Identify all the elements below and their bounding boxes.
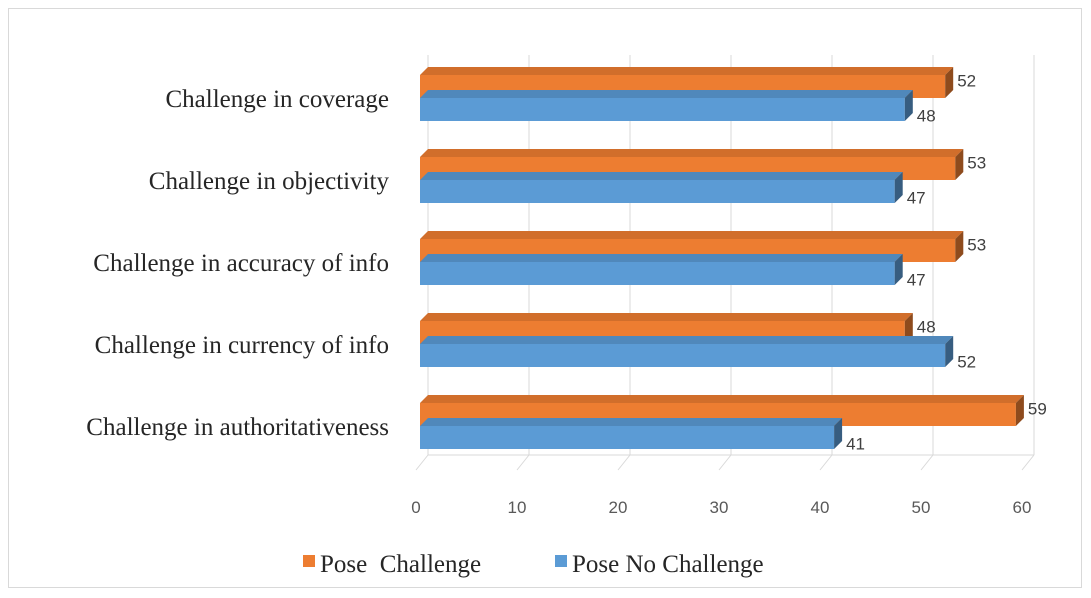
bar-side-face xyxy=(894,172,903,203)
category-label: Challenge in authoritativeness xyxy=(86,414,389,441)
bar-side-face xyxy=(904,90,913,121)
x-tick-label: 60 xyxy=(1013,498,1032,517)
bar-top-face xyxy=(420,149,964,157)
bar xyxy=(420,344,946,367)
bar-top-face xyxy=(420,254,903,262)
data-label: 48 xyxy=(917,318,936,337)
data-label: 47 xyxy=(907,189,926,208)
floor-gridline xyxy=(415,454,429,471)
bar-side-face xyxy=(1015,395,1024,426)
bar-side-face xyxy=(945,67,954,98)
bar-top-face xyxy=(420,172,903,180)
floor-gridline xyxy=(819,454,833,471)
bar-top-face xyxy=(420,90,913,98)
data-label: 47 xyxy=(907,271,926,290)
x-tick-label: 50 xyxy=(912,498,931,517)
floor-gridline xyxy=(1021,454,1035,471)
category-label: Challenge in accuracy of info xyxy=(93,250,389,277)
data-label: 53 xyxy=(967,236,986,255)
bar xyxy=(420,98,905,121)
bar xyxy=(420,426,835,449)
category-label: Challenge in coverage xyxy=(165,86,389,113)
bar xyxy=(420,180,895,203)
floor-gridline xyxy=(617,454,631,471)
bar-top-face xyxy=(420,336,954,344)
x-tick-label: 0 xyxy=(411,498,420,517)
legend-swatch xyxy=(555,555,567,567)
bar-side-face xyxy=(945,336,954,367)
data-label: 48 xyxy=(917,107,936,126)
x-tick-label: 40 xyxy=(811,498,830,517)
bar-top-face xyxy=(420,418,843,426)
data-label: 41 xyxy=(846,435,865,454)
bar-top-face xyxy=(420,395,1024,403)
chart-frame xyxy=(8,8,1082,588)
data-label: 52 xyxy=(957,72,976,91)
floor-gridline xyxy=(516,454,530,471)
bar-side-face xyxy=(955,149,964,180)
bar-side-face xyxy=(894,254,903,285)
bar-side-face xyxy=(834,418,843,449)
bar-top-face xyxy=(420,313,913,321)
data-label: 53 xyxy=(967,154,986,173)
floor-gridline xyxy=(718,454,732,471)
x-tick-label: 30 xyxy=(710,498,729,517)
legend-label: Pose No Challenge xyxy=(572,551,764,578)
data-label: 52 xyxy=(957,353,976,372)
data-label: 59 xyxy=(1028,400,1047,419)
bar-side-face xyxy=(955,231,964,262)
bar xyxy=(420,262,895,285)
floor-gridline xyxy=(920,454,934,471)
legend-label: Pose Challenge xyxy=(320,551,481,578)
bar-top-face xyxy=(420,231,964,239)
bar-top-face xyxy=(420,67,954,75)
category-label: Challenge in objectivity xyxy=(149,168,390,195)
x-tick-label: 10 xyxy=(508,498,527,517)
legend-swatch xyxy=(303,555,315,567)
category-label: Challenge in currency of info xyxy=(95,332,389,359)
x-tick-label: 20 xyxy=(609,498,628,517)
